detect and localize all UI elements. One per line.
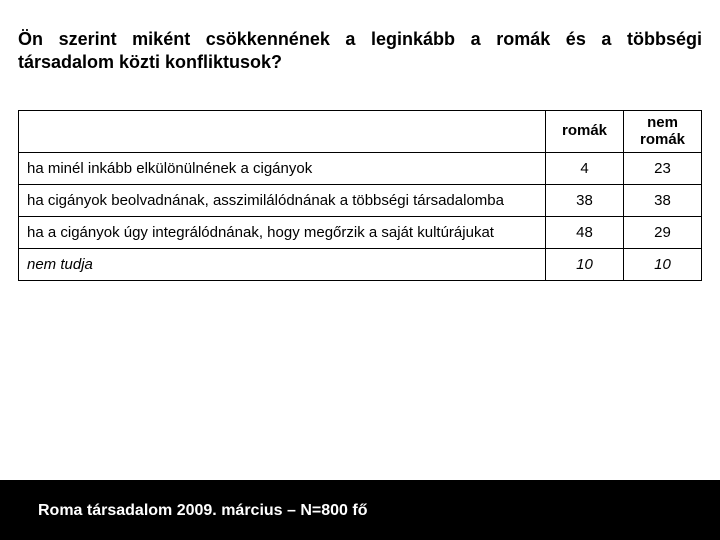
- row-val-nem-romak: 38: [624, 185, 702, 217]
- row-label: nem tudja: [19, 249, 546, 281]
- footer-text: Roma társadalom 2009. március – N=800 fő: [38, 502, 368, 520]
- row-val-romak: 48: [546, 217, 624, 249]
- row-val-romak: 4: [546, 153, 624, 185]
- row-val-nem-romak: 10: [624, 249, 702, 281]
- row-val-romak: 10: [546, 249, 624, 281]
- row-label: ha minél inkább elkülönülnének a cigányo…: [19, 153, 546, 185]
- col-header-romak: romák: [546, 111, 624, 153]
- row-label: ha cigányok beolvadnának, asszimilálódná…: [19, 185, 546, 217]
- row-val-nem-romak: 23: [624, 153, 702, 185]
- table-row: ha a cigányok úgy integrálódnának, hogy …: [19, 217, 702, 249]
- slide-title: Ön szerint miként csökkennének a leginká…: [18, 28, 702, 74]
- title-line-1: Ön szerint miként csökkennének a leginká…: [18, 28, 702, 51]
- col-header-nem-romak: nem romák: [624, 111, 702, 153]
- table-row: nem tudja 10 10: [19, 249, 702, 281]
- table-row: ha cigányok beolvadnának, asszimilálódná…: [19, 185, 702, 217]
- data-table-container: romák nem romák ha minél inkább elkülönü…: [18, 110, 702, 281]
- data-table: romák nem romák ha minél inkább elkülönü…: [18, 110, 702, 281]
- row-val-nem-romak: 29: [624, 217, 702, 249]
- footer-bar: Roma társadalom 2009. március – N=800 fő: [0, 480, 720, 540]
- title-line-2: társadalom közti konfliktusok?: [18, 51, 702, 74]
- col-header-empty: [19, 111, 546, 153]
- table-header-row: romák nem romák: [19, 111, 702, 153]
- row-label: ha a cigányok úgy integrálódnának, hogy …: [19, 217, 546, 249]
- row-val-romak: 38: [546, 185, 624, 217]
- table-row: ha minél inkább elkülönülnének a cigányo…: [19, 153, 702, 185]
- slide: Ön szerint miként csökkennének a leginká…: [0, 0, 720, 540]
